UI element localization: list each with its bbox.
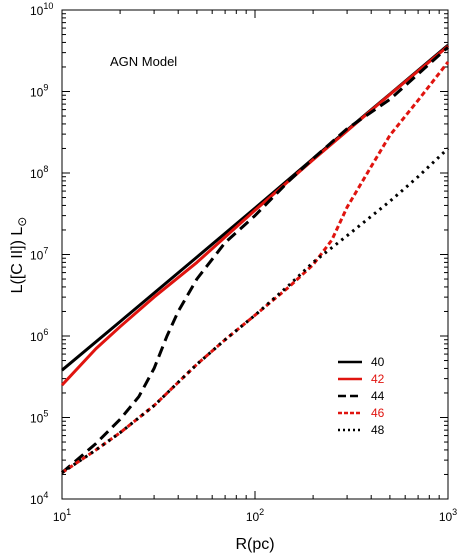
legend-label-46: 46 <box>371 406 385 420</box>
x-tick-label: 101 <box>53 507 71 524</box>
y-tick-labels: 104 105 106 107 108 109 1010 <box>30 1 53 507</box>
series-line-48 <box>61 147 450 474</box>
series-lines <box>60 44 450 474</box>
legend-label-44: 44 <box>371 389 385 403</box>
y-tick-label: 106 <box>30 327 48 344</box>
series-line-42 <box>60 45 449 387</box>
x-tick-label: 103 <box>439 507 457 524</box>
x-tick-label: 102 <box>246 507 264 524</box>
y-axis-label-subscript: ⊙ <box>15 217 29 227</box>
y-tick-label: 109 <box>30 83 48 100</box>
legend: 40 42 44 46 48 <box>338 355 385 437</box>
y-axis-label: L([C II]) L <box>9 227 26 294</box>
x-axis-label: R(pc) <box>235 536 274 553</box>
y-tick-label: 107 <box>30 246 48 263</box>
axis-ticks <box>61 10 448 500</box>
y-tick-label: 104 <box>30 490 48 507</box>
series-line-46 <box>61 61 450 474</box>
svg-text:L([C II]) L⊙: L([C II]) L⊙ <box>9 217 29 294</box>
legend-label-40: 40 <box>371 355 385 369</box>
x-tick-labels: 101 102 103 <box>53 507 457 524</box>
legend-label-42: 42 <box>371 372 385 386</box>
agn-annotation: AGN Model <box>110 54 177 69</box>
legend-label-48: 48 <box>371 423 385 437</box>
y-tick-label: 1010 <box>30 1 53 18</box>
series-line-44 <box>61 46 450 474</box>
y-axis-label-group: L([C II]) L⊙ <box>9 217 29 294</box>
y-tick-label: 108 <box>30 164 48 181</box>
plot-frame <box>61 9 449 500</box>
y-tick-label: 105 <box>30 409 48 426</box>
